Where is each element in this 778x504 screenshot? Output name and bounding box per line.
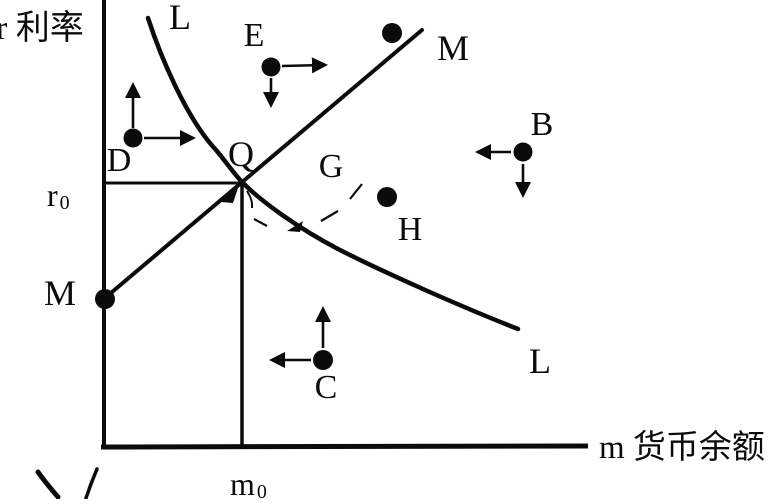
- dashed-path-segment: [320, 210, 339, 222]
- ll-curve-label-bottom: L: [529, 341, 551, 381]
- mm-line-label-top: M: [437, 28, 469, 68]
- arrow-e-right-icon: [281, 57, 329, 74]
- point-g-label: G: [319, 148, 344, 185]
- point-d-label: D: [107, 142, 132, 179]
- point-c-dot: [313, 350, 333, 370]
- dashed-path-segment: [246, 190, 254, 209]
- point-d-dot: [123, 128, 143, 148]
- point-e-dot: [261, 57, 281, 77]
- y-axis-label: r 利率: [0, 9, 84, 47]
- x-axis: [100, 443, 589, 450]
- point-h-dot: [377, 187, 397, 207]
- point-q-label: Q: [228, 134, 254, 174]
- point-b-label: B: [531, 106, 554, 143]
- q-adjustment-arrowhead-icon: [221, 188, 238, 203]
- mm-line-label-left: M: [44, 273, 76, 313]
- x-axis-label: m 货币余额: [599, 429, 765, 466]
- ll-curve-label-top: L: [169, 0, 191, 37]
- m0-label-base: m: [230, 466, 255, 499]
- point-h-label: H: [398, 211, 423, 248]
- point-m-axis-dot: [95, 289, 115, 309]
- dashed-path-arrowhead-icon: [287, 221, 303, 232]
- point-e-label: E: [244, 17, 265, 54]
- dashed-path-segment: [253, 218, 268, 227]
- mm-line-top-dot: [382, 23, 402, 43]
- r0-label-subscript: 0: [60, 192, 70, 214]
- bottom-left-stroke: [84, 467, 99, 500]
- m0-label-subscript: 0: [257, 481, 267, 499]
- dashed-path-segment: [349, 183, 363, 200]
- bottom-left-stroke: [35, 469, 61, 500]
- r0-label-base: r: [47, 177, 58, 213]
- point-b-dot: [513, 142, 533, 162]
- point-c-label: C: [315, 369, 338, 406]
- ll-curve: [145, 15, 521, 332]
- mm-line: [103, 28, 424, 300]
